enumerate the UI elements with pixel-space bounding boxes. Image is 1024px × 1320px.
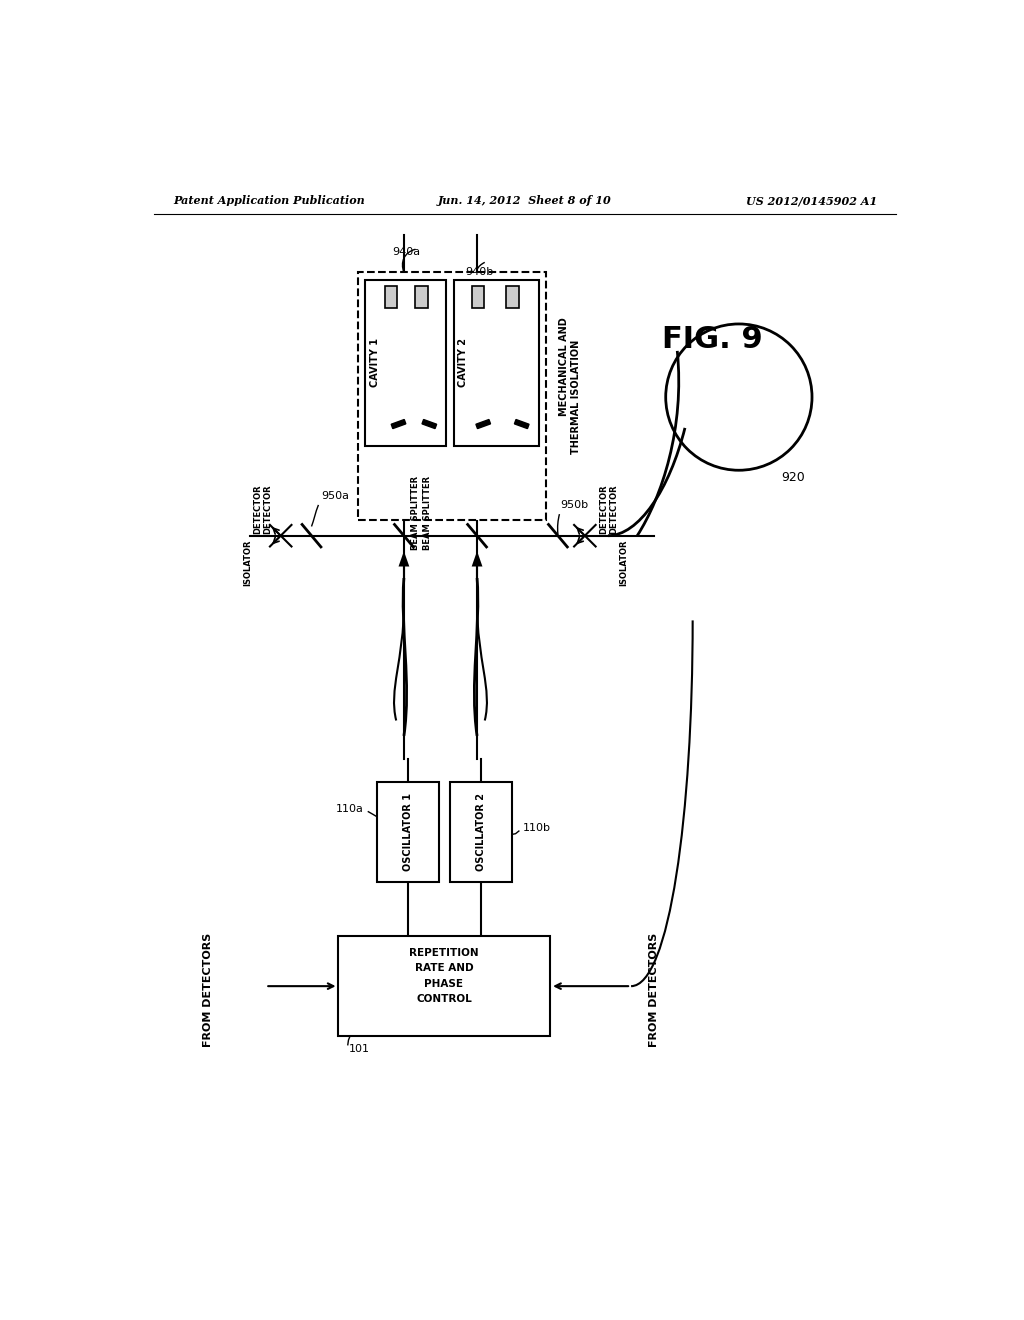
Text: FROM DETECTORS: FROM DETECTORS <box>649 933 659 1047</box>
Text: 950a: 950a <box>322 491 349 500</box>
Text: DETECTOR: DETECTOR <box>263 484 272 533</box>
Bar <box>416 286 428 308</box>
Bar <box>377 781 438 882</box>
Bar <box>451 781 512 882</box>
Polygon shape <box>472 552 482 566</box>
Text: US 2012/0145902 A1: US 2012/0145902 A1 <box>746 195 878 206</box>
Text: REPETITION: REPETITION <box>410 948 479 958</box>
Text: ISOLATOR: ISOLATOR <box>243 540 252 586</box>
Text: 950b: 950b <box>560 500 589 510</box>
Polygon shape <box>422 420 436 429</box>
Bar <box>506 286 518 308</box>
Text: 940b: 940b <box>466 268 494 277</box>
Bar <box>339 936 550 1036</box>
Bar <box>357 272 547 520</box>
Text: FROM DETECTORS: FROM DETECTORS <box>203 933 213 1047</box>
Text: BEAM SPLITTER: BEAM SPLITTER <box>411 475 420 549</box>
Text: 940a: 940a <box>392 247 421 257</box>
Text: Jun. 14, 2012  Sheet 8 of 10: Jun. 14, 2012 Sheet 8 of 10 <box>438 195 611 206</box>
Bar <box>472 286 484 308</box>
Text: DETECTOR: DETECTOR <box>600 484 608 533</box>
Text: 110b: 110b <box>523 824 551 833</box>
Text: DETECTOR: DETECTOR <box>609 484 618 533</box>
Text: THERMAL ISOLATION: THERMAL ISOLATION <box>570 341 581 454</box>
Polygon shape <box>514 420 529 429</box>
Text: FIG. 9: FIG. 9 <box>662 325 762 354</box>
Text: 110a: 110a <box>336 804 364 814</box>
Polygon shape <box>391 420 406 429</box>
Polygon shape <box>476 420 490 429</box>
Bar <box>366 280 446 446</box>
Bar <box>385 286 397 308</box>
Polygon shape <box>398 552 410 566</box>
Text: CAVITY 1: CAVITY 1 <box>370 338 380 387</box>
Text: MECHANICAL AND: MECHANICAL AND <box>559 317 569 416</box>
Text: OSCILLATOR 2: OSCILLATOR 2 <box>476 793 486 871</box>
Text: DETECTOR: DETECTOR <box>253 484 262 533</box>
Text: CONTROL: CONTROL <box>416 994 472 1005</box>
Text: PHASE: PHASE <box>425 979 464 989</box>
Text: RATE AND: RATE AND <box>415 964 473 973</box>
Text: ISOLATOR: ISOLATOR <box>618 540 628 586</box>
Text: 101: 101 <box>348 1044 370 1055</box>
Text: CAVITY 2: CAVITY 2 <box>458 338 468 387</box>
Text: 920: 920 <box>781 471 805 484</box>
Bar <box>454 280 539 446</box>
Text: OSCILLATOR 1: OSCILLATOR 1 <box>402 793 413 871</box>
Text: Patent Application Publication: Patent Application Publication <box>173 195 365 206</box>
Text: BEAM SPLITTER: BEAM SPLITTER <box>423 475 431 549</box>
